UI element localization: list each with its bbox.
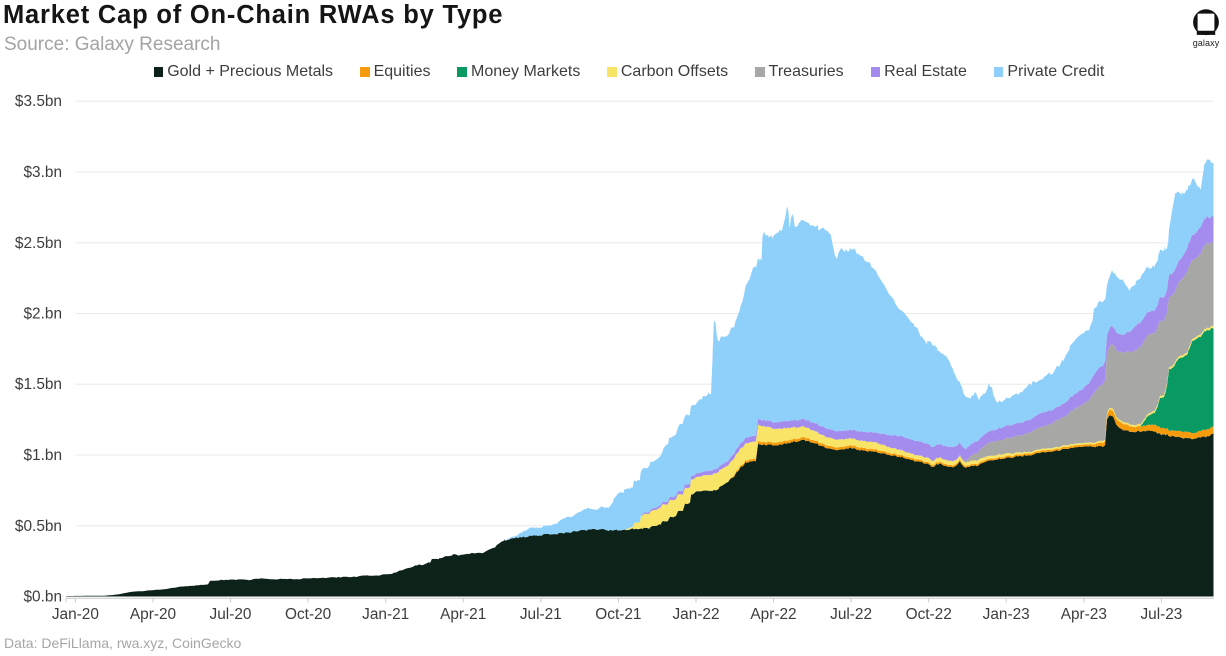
- svg-text:Jan-20: Jan-20: [52, 606, 99, 623]
- svg-text:$2.bn: $2.bn: [23, 306, 62, 323]
- svg-text:Jul-21: Jul-21: [520, 606, 562, 623]
- svg-text:Apr-23: Apr-23: [1061, 606, 1107, 623]
- svg-text:Oct-20: Oct-20: [285, 606, 331, 623]
- svg-text:$3.bn: $3.bn: [23, 164, 62, 181]
- svg-text:$3.5bn: $3.5bn: [15, 93, 62, 110]
- svg-text:$0.5bn: $0.5bn: [15, 518, 62, 535]
- svg-text:Jan-23: Jan-23: [983, 606, 1030, 623]
- svg-text:Apr-21: Apr-21: [440, 606, 486, 623]
- svg-text:Jul-23: Jul-23: [1140, 606, 1182, 623]
- svg-text:Apr-20: Apr-20: [130, 606, 176, 623]
- svg-text:Jul-20: Jul-20: [210, 606, 252, 623]
- svg-text:$2.5bn: $2.5bn: [15, 235, 62, 252]
- svg-text:Oct-21: Oct-21: [595, 606, 641, 623]
- svg-text:Jan-22: Jan-22: [672, 606, 719, 623]
- svg-text:$0.bn: $0.bn: [23, 589, 62, 606]
- svg-text:Apr-22: Apr-22: [750, 606, 796, 623]
- svg-text:Oct-22: Oct-22: [906, 606, 952, 623]
- svg-text:$1.5bn: $1.5bn: [15, 376, 62, 393]
- svg-text:Jul-22: Jul-22: [830, 606, 872, 623]
- svg-text:Jan-21: Jan-21: [362, 606, 409, 623]
- svg-text:$1.bn: $1.bn: [23, 447, 62, 464]
